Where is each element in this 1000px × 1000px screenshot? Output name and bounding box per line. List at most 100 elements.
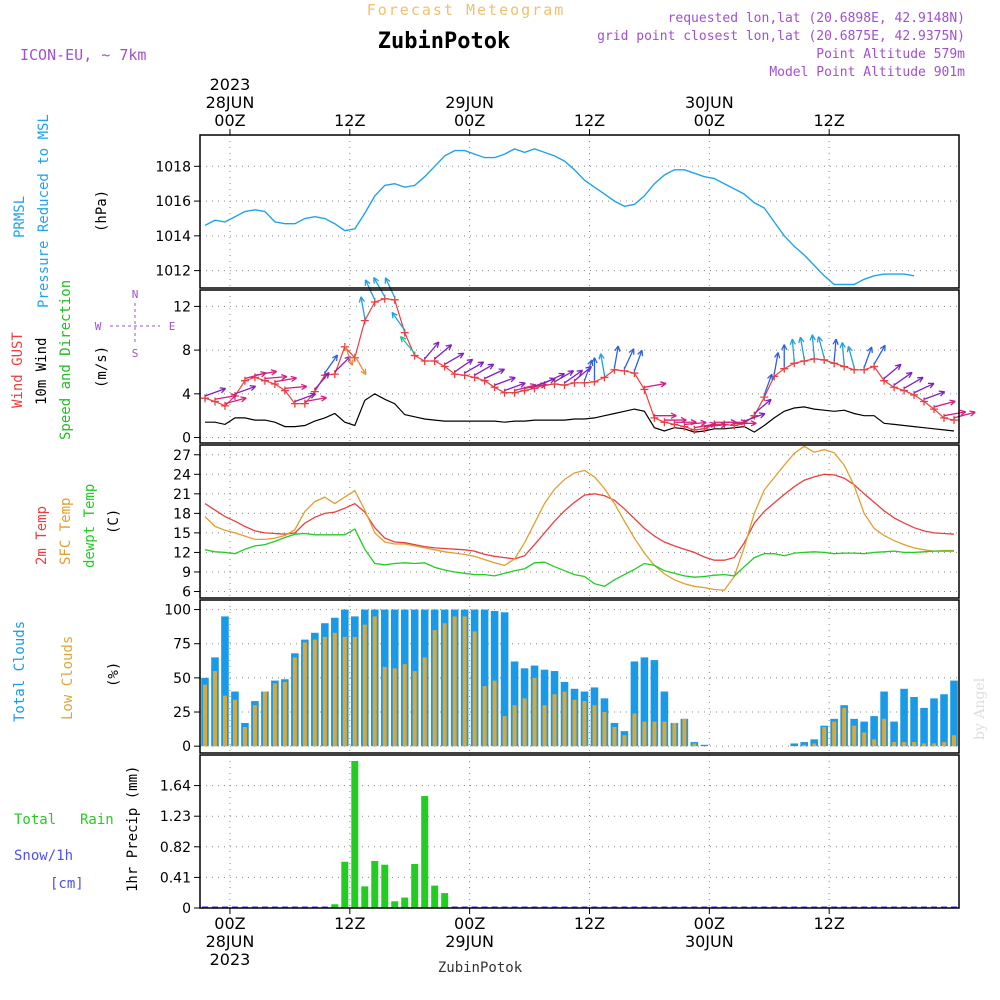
wind-direction-arrow-head (879, 344, 886, 352)
total-cloud-bar (490, 610, 499, 747)
low-cloud-bar (442, 623, 447, 747)
wind-direction-arrow (444, 352, 465, 365)
wind-direction-arrow (763, 374, 773, 396)
wind-direction-arrow-head (750, 420, 757, 427)
low-cloud-bar (362, 624, 367, 747)
wind-direction-arrow (644, 382, 667, 388)
wind-direction-arrow (953, 411, 976, 419)
cloud-labels: Total Clouds Low Clouds (%) (12, 621, 122, 722)
top-time-label: 30JUN (685, 93, 734, 112)
wind-direction-arrow-head (373, 276, 380, 284)
low-cloud-bar (572, 699, 577, 747)
wind-direction-arrow (294, 393, 316, 403)
low-cloud-bar (902, 742, 907, 747)
wind-direction-arrow (883, 363, 902, 380)
low-cloud-bar (512, 705, 517, 747)
top-time-label: 12Z (334, 111, 365, 130)
wind-direction-arrow (704, 424, 727, 428)
wind-direction-arrow-head (399, 335, 407, 343)
cloud-label-low: Low Clouds (60, 636, 76, 720)
low-cloud-bar (642, 721, 647, 747)
wind-direction-arrow (304, 397, 327, 403)
wind-direction-arrow-head (781, 344, 788, 351)
rain-bar (371, 860, 379, 908)
compass-rose: N S W E (95, 288, 176, 360)
wind-label-10m: 10m Wind (34, 338, 50, 405)
wind-direction-arrow (360, 296, 366, 319)
precip-label-snow: Snow/1h (14, 848, 73, 864)
wind-direction-arrow (544, 373, 565, 384)
wind-direction-arrow (684, 421, 707, 426)
low-cloud-bar (852, 725, 857, 747)
y-tick-label: 4 (182, 387, 191, 403)
total-cloud-bar (660, 691, 669, 747)
low-cloud-bar (212, 671, 217, 747)
precip-label-rain: Rain (80, 812, 114, 828)
wind-direction-arrow-head (360, 368, 367, 376)
total-cloud-bar (700, 744, 709, 747)
low-cloud-bar (402, 664, 407, 747)
point-altitude: Point Altitude 579m (816, 47, 965, 62)
low-cloud-bar (912, 742, 917, 747)
wind-direction-arrow (484, 368, 505, 380)
wind-direction-arrow-head (364, 279, 371, 286)
wind-gust-line (204, 298, 955, 431)
compass-e: E (169, 320, 176, 333)
wind-unit: (m/s) (94, 346, 110, 388)
wind-direction-arrow-head (969, 410, 976, 417)
footer-location: ZubinPotok (438, 960, 523, 976)
precip-label-total: Total (14, 812, 56, 828)
wind-direction-arrow (504, 382, 526, 392)
y-tick-label: 18 (173, 506, 191, 522)
wind-direction-arrow-head (230, 393, 238, 400)
closest-coords: grid point closest lon,lat (20.6875E, 42… (597, 29, 965, 44)
bottom-time-label: 00Z (214, 914, 245, 933)
wind-direction-arrow-head (906, 371, 913, 379)
wind-direction-arrow-head (445, 344, 453, 351)
y-tick-label: 12 (173, 545, 191, 561)
wind-direction-arrow-head (320, 395, 327, 402)
wind-direction-arrow-head (519, 381, 526, 388)
wind-direction-arrow-head (720, 421, 727, 429)
wind-direction-arrow (623, 348, 635, 369)
bottom-time-label: 12Z (574, 914, 605, 933)
cloud-label-total: Total Clouds (12, 621, 28, 722)
y-tick-label: 6 (182, 584, 191, 600)
low-cloud-bar (682, 718, 687, 747)
y-tick-label: 8 (182, 343, 191, 359)
top-time-label: 2023 (210, 75, 251, 94)
y-tick-label: 12 (173, 299, 191, 315)
precip-labels: Total Rain Snow/1h [cm] 1hr Precip (mm) (14, 766, 141, 892)
low-cloud-bar (952, 735, 957, 747)
low-cloud-bar (822, 727, 827, 747)
rain-bar (341, 861, 349, 908)
low-cloud-bar (662, 721, 667, 747)
grid-layer (200, 135, 959, 909)
low-cloud-bar (882, 718, 887, 747)
bottom-time-label: 2023 (210, 950, 251, 969)
low-cloud-bar (692, 743, 697, 747)
low-cloud-bar (332, 632, 337, 747)
low-cloud-bar (302, 642, 307, 747)
total-cloud-bar (790, 743, 799, 747)
low-cloud-bar (482, 686, 487, 747)
wind-direction-arrow (254, 370, 277, 376)
total-cloud-bar (221, 616, 229, 747)
requested-coords: requested lon,lat (20.6898E, 42.9148N) (668, 11, 965, 26)
low-cloud-bar (232, 699, 237, 747)
wind-direction-arrow (943, 411, 966, 417)
low-cloud-bar (632, 713, 637, 747)
panel-frame-precip (199, 754, 960, 909)
y-tick-label: 75 (173, 637, 191, 653)
wind-direction-arrow-head (700, 419, 707, 427)
wind-direction-arrow-head (839, 342, 846, 349)
wind-direction-arrow (434, 344, 452, 360)
rain-bar (411, 863, 419, 908)
cloud-unit: (%) (106, 662, 122, 687)
wind-gust-point (340, 342, 349, 351)
total-cloud-bar (870, 716, 878, 747)
low-cloud-bar (602, 712, 607, 747)
y-tick-label: 0.41 (160, 870, 191, 886)
